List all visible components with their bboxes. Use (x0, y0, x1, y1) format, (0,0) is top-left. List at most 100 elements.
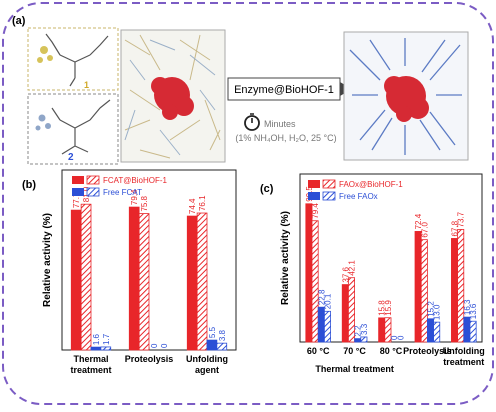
bar (70, 209, 82, 351)
bar (186, 215, 198, 351)
value-label: 22.8 (317, 289, 326, 305)
hatched-bar (323, 310, 331, 343)
bar (378, 317, 386, 343)
x-tick-label: 70 °C (343, 346, 366, 356)
legend-swatch (72, 176, 84, 184)
compound-number: 1 (84, 80, 89, 90)
chart: (c)Relative activity (%)60 °C90.579.422.… (260, 173, 485, 374)
hatched-bar (469, 320, 477, 343)
value-label: 2.2 (354, 325, 363, 337)
bar (206, 339, 218, 351)
bar (426, 318, 434, 343)
value-label: 81.0 (82, 186, 91, 202)
value-label: 74.4 (188, 198, 197, 214)
bar (451, 238, 459, 343)
hatched-bar (100, 346, 112, 351)
value-label: 79.4 (311, 203, 320, 219)
hatched-bar (384, 317, 392, 343)
conditions-text: (1% NH₄OH, H₂O, 25 °C) (235, 133, 336, 143)
value-label: 77.7 (72, 192, 81, 208)
value-label: 73.7 (457, 211, 466, 227)
bar (463, 316, 471, 343)
value-label: 75.8 (140, 195, 149, 211)
legend-swatch (308, 192, 320, 200)
legend-swatch (322, 179, 336, 189)
x-tick-label: Proteolysis (403, 346, 452, 356)
molecule (45, 33, 111, 155)
value-label: 37.6 (341, 266, 350, 282)
hatched-bar (196, 212, 208, 351)
value-label: 42.1 (348, 260, 357, 276)
hatched-bar (433, 321, 441, 343)
compound-box (27, 27, 119, 91)
hatched-bar (360, 336, 368, 343)
compound-box (27, 93, 119, 165)
x-tick-label: Unfolding (186, 354, 228, 364)
panel-label: (a) (12, 15, 26, 27)
value-label: 0 (150, 343, 159, 348)
legend-swatch (308, 180, 320, 188)
panel-label: (b) (22, 179, 36, 191)
value-label: 15.2 (426, 301, 435, 317)
x-tick-label: 60 °C (307, 346, 330, 356)
hatched-bar (216, 342, 228, 351)
legend-swatch (322, 191, 336, 201)
x-tick-label: Thermal (73, 354, 108, 364)
hatched-bar (311, 220, 319, 343)
compound-number: 2 (68, 152, 74, 163)
panel-a: (a) 1 2 Enzyme@BioHOF-1 Minutes (1% NH₄O… (12, 15, 469, 165)
value-label: 67.8 (451, 220, 460, 236)
legend-swatch (86, 187, 100, 197)
group-label: Thermal treatment (315, 364, 394, 374)
value-label: 15.8 (378, 300, 387, 316)
bar (317, 306, 325, 343)
x-tick-label: treatment (70, 365, 111, 375)
value-label: 20.1 (323, 293, 332, 309)
hatched-bar (348, 277, 355, 343)
value-label: 1.6 (92, 333, 101, 345)
x-tick-label: Proteolysis (125, 354, 174, 364)
legend-swatch (72, 188, 84, 196)
stopwatch (244, 115, 260, 131)
bar (90, 346, 102, 351)
molecule-3d (37, 46, 53, 63)
value-label: 1.7 (102, 333, 111, 345)
chart: (b) Relative activity (%) Thermaltreatment… (22, 169, 237, 375)
hatched-bar (80, 203, 92, 351)
enzyme (151, 77, 194, 120)
legend-label: Free FAOx (339, 192, 378, 201)
value-label: 0 (396, 335, 405, 340)
value-label: 0 (390, 335, 399, 340)
enzyme (384, 76, 429, 122)
molecule-3d (35, 114, 51, 131)
value-label: 0 (160, 343, 169, 348)
hatched-bar (420, 239, 428, 343)
bar (305, 203, 313, 343)
value-label: 67.0 (420, 222, 429, 238)
hatched-bar (457, 229, 465, 343)
bar (354, 338, 362, 343)
hatched-bar (138, 213, 150, 351)
value-label: 13.0 (433, 304, 442, 320)
network-lines (124, 39, 216, 156)
framework-lines (349, 38, 462, 155)
stopwatch-hand (250, 113, 254, 123)
y-axis-label: Relative activity (%) (280, 211, 291, 305)
legend-label: FCAT@BioHOF-1 (103, 176, 168, 185)
bar (341, 284, 349, 343)
x-tick-label: agent (195, 365, 219, 375)
value-label: 13.6 (469, 303, 478, 319)
network-lines (124, 34, 221, 159)
value-label: 72.4 (414, 213, 423, 229)
arrow-text: Enzyme@BioHOF-1 (234, 84, 334, 96)
value-label: 5.5 (208, 326, 217, 338)
x-tick-label: treatment (443, 357, 484, 367)
time-text: Minutes (264, 119, 296, 129)
value-label: 76.1 (198, 195, 207, 211)
x-tick-label: 80 °C (380, 346, 403, 356)
legend-swatch (86, 175, 100, 185)
value-label: 15.9 (384, 300, 393, 316)
value-label: 3.8 (218, 329, 227, 341)
bar (128, 206, 140, 351)
